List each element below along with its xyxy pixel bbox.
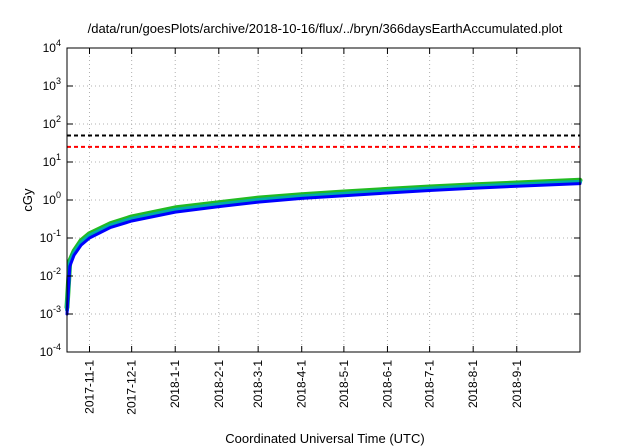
x-tick-label: 2018-3-1 (251, 360, 265, 408)
x-tick-label: 2018-7-1 (423, 360, 437, 408)
x-tick-label: 2018-2-1 (212, 360, 226, 408)
y-tick-label: 10-2 (40, 266, 61, 283)
x-tick-label: 2018-1-1 (168, 360, 182, 408)
y-axis-ticks: 10-4 10-3 10-2 10-1 100 101 102 103 104 (40, 38, 580, 359)
x-tick-label: 2017-11-1 (82, 360, 96, 414)
y-tick-label: 101 (43, 152, 61, 169)
y-tick-label: 100 (43, 190, 61, 207)
reference-lines (67, 134, 580, 148)
chart-title: /data/run/goesPlots/archive/2018-10-16/f… (88, 21, 563, 36)
series-lines (64, 177, 583, 316)
y-tick-label: 10-3 (40, 304, 61, 321)
x-tick-label: 2018-6-1 (380, 360, 394, 408)
x-tick-label: 2017-12-1 (125, 360, 139, 415)
series-line (65, 182, 582, 316)
y-tick-label: 104 (43, 38, 61, 55)
y-tick-label: 10-1 (40, 228, 61, 245)
x-axis-label: Coordinated Universal Time (UTC) (225, 431, 424, 446)
x-tick-label: 2018-8-1 (466, 360, 480, 408)
y-axis-label: cGy (20, 188, 35, 212)
y-tick-label: 103 (43, 76, 61, 93)
x-axis-ticks: 2017-11-1 2017-12-1 2018-1-1 2018-2-1 2018-3… (82, 48, 524, 415)
grid (67, 48, 580, 352)
y-tick-label: 102 (43, 114, 61, 131)
series-line (65, 179, 582, 312)
x-tick-label: 2018-5-1 (337, 360, 351, 408)
x-tick-label: 2018-9-1 (510, 360, 524, 408)
x-tick-label: 2018-4-1 (295, 360, 309, 408)
y-tick-label: 10-4 (40, 342, 61, 359)
series-line (64, 177, 583, 310)
